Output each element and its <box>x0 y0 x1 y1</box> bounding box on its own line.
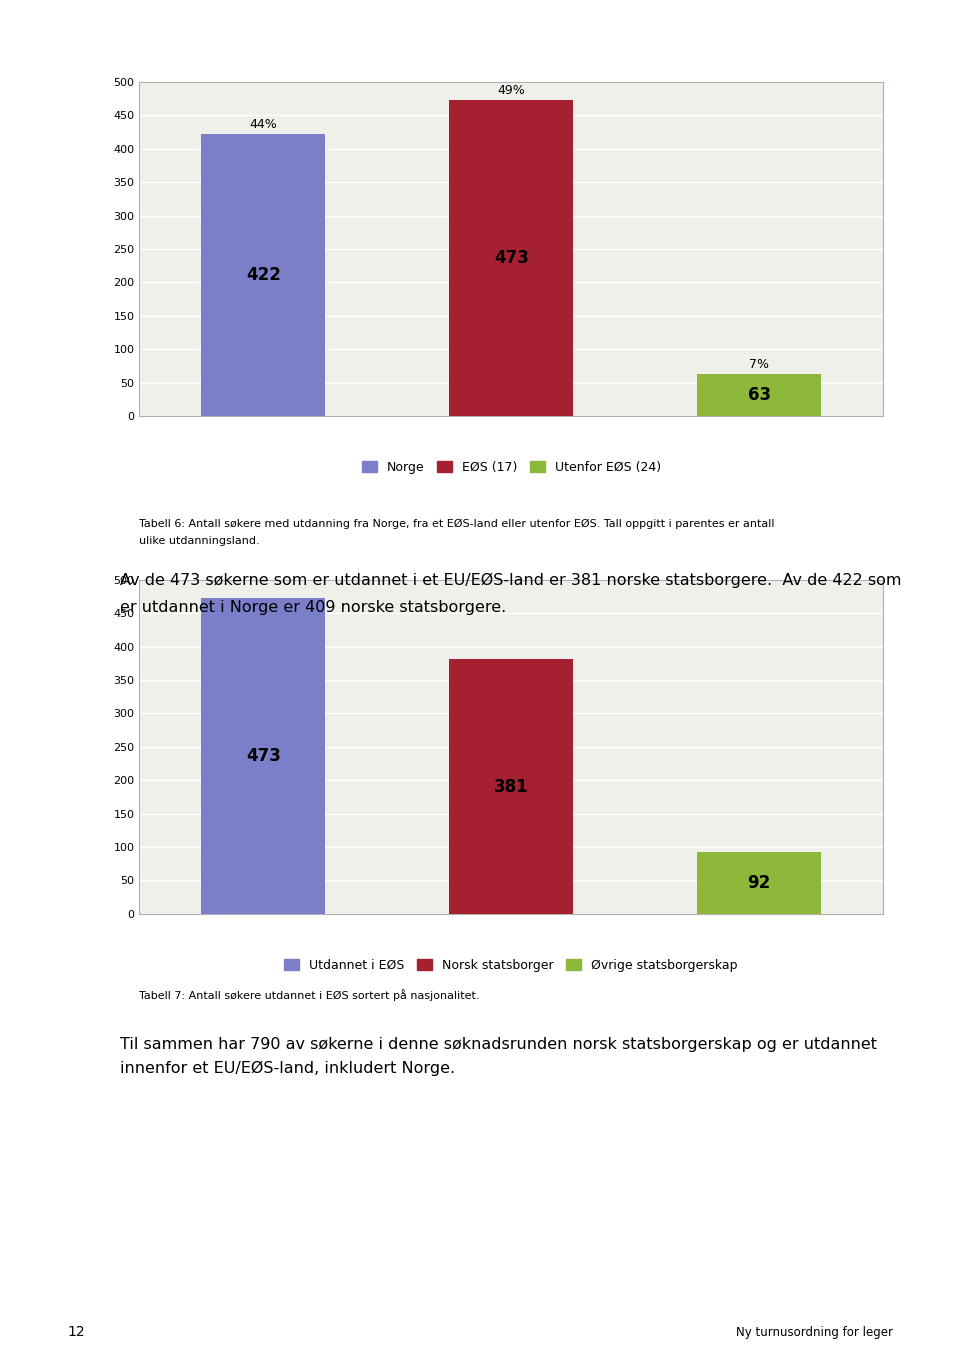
Text: Til sammen har 790 av søkerne i denne søknadsrunden norsk statsborgerskap og er : Til sammen har 790 av søkerne i denne sø… <box>120 1037 877 1052</box>
Bar <box>449 659 573 914</box>
Text: 44%: 44% <box>250 117 277 131</box>
Text: 473: 473 <box>246 747 280 765</box>
Text: 7%: 7% <box>749 357 769 371</box>
Text: innenfor et EU/EØS-land, inkludert Norge.: innenfor et EU/EØS-land, inkludert Norge… <box>120 1061 455 1076</box>
Text: Ny turnusordning for leger: Ny turnusordning for leger <box>735 1326 893 1339</box>
Text: 12: 12 <box>67 1326 84 1339</box>
Text: Tabell 7: Antall søkere utdannet i EØS sortert på nasjonalitet.: Tabell 7: Antall søkere utdannet i EØS s… <box>139 989 480 1001</box>
Bar <box>202 597 325 914</box>
Text: 63: 63 <box>748 386 771 404</box>
Legend: Utdannet i EØS, Norsk statsborger, Øvrige statsborgerskap: Utdannet i EØS, Norsk statsborger, Øvrig… <box>279 953 743 977</box>
Bar <box>697 852 821 914</box>
Text: 92: 92 <box>748 874 771 892</box>
Bar <box>202 134 325 416</box>
Text: 422: 422 <box>246 266 280 284</box>
Bar <box>449 100 573 416</box>
Text: 381: 381 <box>493 777 529 795</box>
Text: Av de 473 søkerne som er utdannet i et EU/EØS-land er 381 norske statsborgere.  : Av de 473 søkerne som er utdannet i et E… <box>120 573 901 588</box>
Text: er utdannet i Norge er 409 norske statsborgere.: er utdannet i Norge er 409 norske statsb… <box>120 600 506 615</box>
Text: 473: 473 <box>493 250 529 267</box>
Text: 49%: 49% <box>497 83 525 97</box>
Bar <box>697 374 821 416</box>
Legend: Norge, EØS (17), Utenfor EØS (24): Norge, EØS (17), Utenfor EØS (24) <box>356 456 666 479</box>
Text: ulike utdanningsland.: ulike utdanningsland. <box>139 536 260 546</box>
Text: Tabell 6: Antall søkere med utdanning fra Norge, fra et EØS-land eller utenfor E: Tabell 6: Antall søkere med utdanning fr… <box>139 518 775 528</box>
